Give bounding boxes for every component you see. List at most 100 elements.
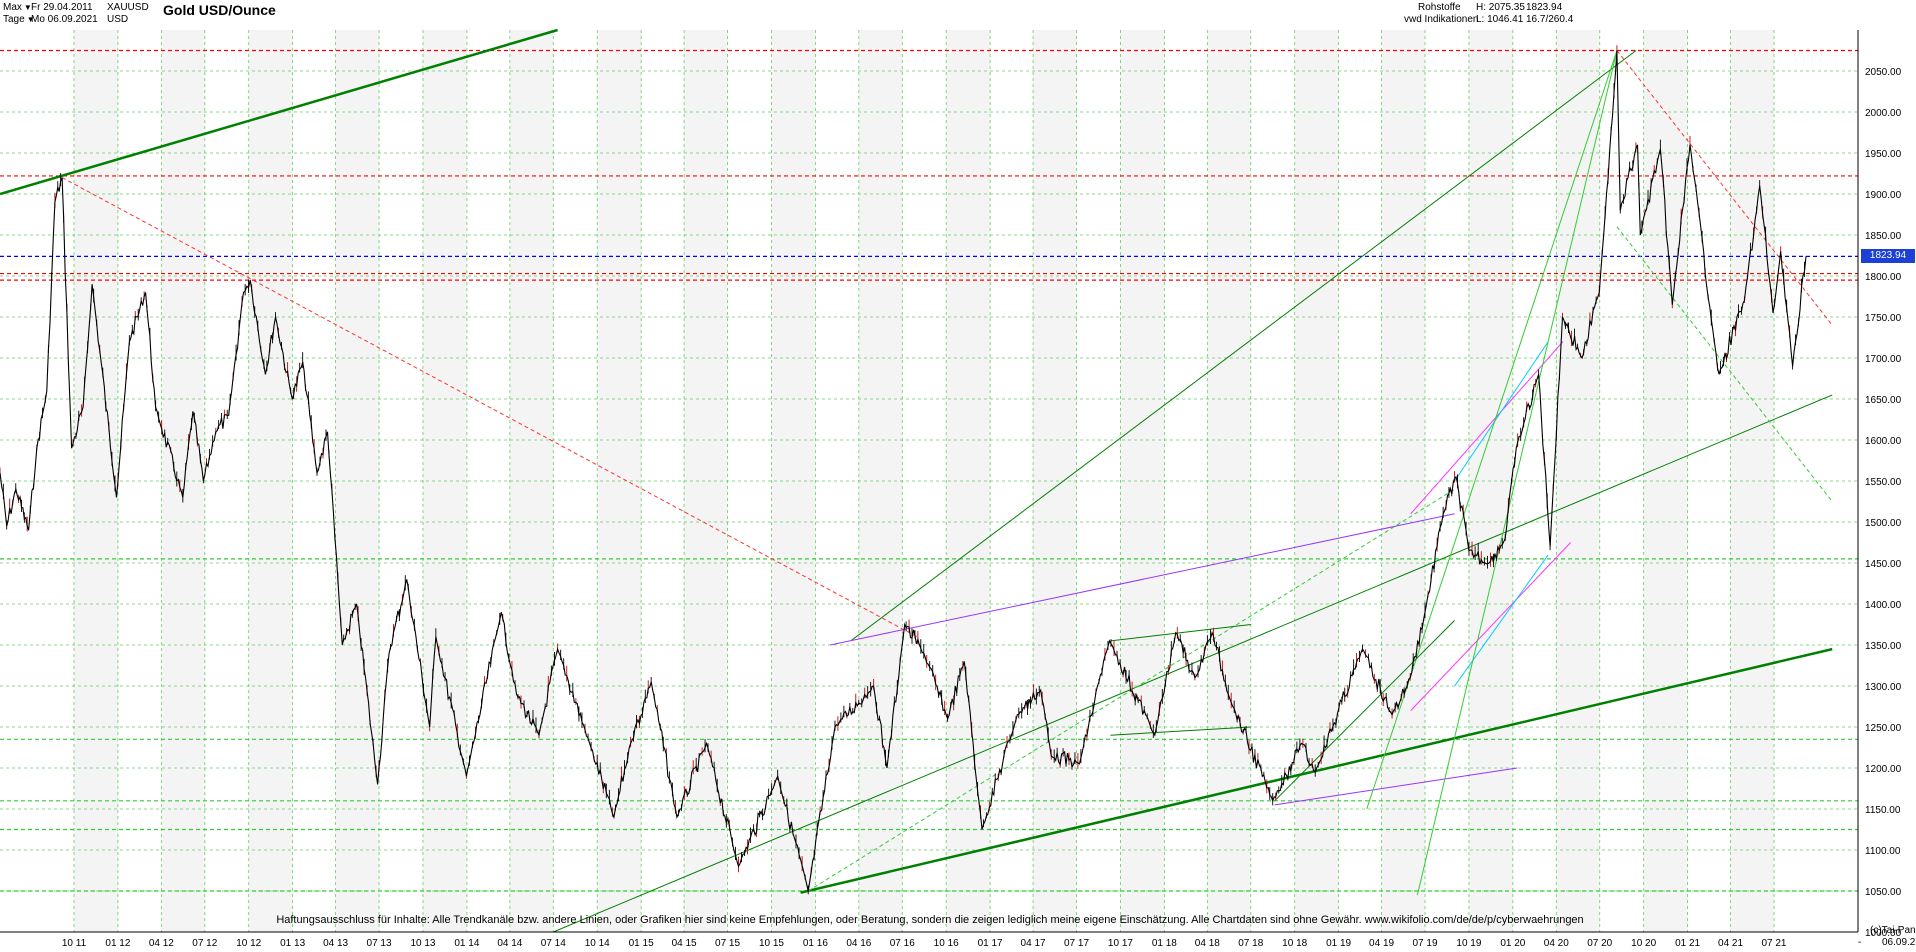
x-tick-label: 07 13 <box>367 938 392 949</box>
trendline <box>1616 50 1833 326</box>
y-tick-label: 1250.00 <box>1865 723 1902 734</box>
axis-dash: - <box>1858 937 1862 948</box>
x-tick-label: 04 17 <box>1021 938 1046 949</box>
x-tick-label: 07 21 <box>1761 938 1786 949</box>
y-tick-label: 1800.00 <box>1865 272 1902 283</box>
x-tick-label: 10 12 <box>236 938 261 949</box>
ratio-value: 16.7/260.4 <box>1526 14 1574 25</box>
to-date: Mo 06.09.2021 <box>31 14 98 25</box>
currency-label: USD <box>107 14 129 25</box>
y-tick-label: 1450.00 <box>1865 559 1902 570</box>
price-line <box>0 50 1807 892</box>
last-date-label: 06.09.21 <box>1882 937 1916 948</box>
axes: 1000.00 1050.00 1100.00 1150.00 1200.00 1250.… <box>0 30 1902 949</box>
trendline <box>1410 341 1564 515</box>
trendline <box>553 394 1833 933</box>
x-tick-label: 10 15 <box>759 938 784 949</box>
x-tick-label: 10 16 <box>934 938 959 949</box>
x-tick-label: 01 18 <box>1152 938 1177 949</box>
y-tick-label: 1700.00 <box>1865 354 1902 365</box>
chart-title: Gold USD/Ounce <box>163 2 276 18</box>
trendline <box>1616 226 1833 502</box>
trendline <box>1274 620 1455 802</box>
y-tick-label: 1650.00 <box>1865 395 1902 406</box>
trendline <box>61 177 918 638</box>
x-tick-label: 07 14 <box>541 938 566 949</box>
trendline <box>1454 554 1549 687</box>
y-tick-label: 1600.00 <box>1865 436 1902 447</box>
trendline <box>1454 341 1549 482</box>
y-tick-label: 1950.00 <box>1865 149 1902 160</box>
x-tick-label: 10 11 <box>62 938 87 949</box>
x-tick-label: 01 12 <box>105 938 130 949</box>
x-tick-label: 07 16 <box>890 938 915 949</box>
y-tick-label: 1000.00 <box>1865 928 1902 939</box>
x-tick-label: 04 16 <box>846 938 871 949</box>
low-value: L: 1046.41 <box>1476 14 1524 25</box>
price-series <box>0 45 1807 895</box>
horizontal-levels <box>0 49 1858 892</box>
y-tick-label: 1900.00 <box>1865 190 1902 201</box>
disclaimer-text: Haftungsausschluss für Inhalte: Alle Tre… <box>276 914 1584 926</box>
y-tick-label: 1100.00 <box>1865 846 1901 857</box>
x-tick-label: 07 18 <box>1238 938 1263 949</box>
x-tick-label: 10 13 <box>410 938 435 949</box>
x-tick-label: 04 19 <box>1369 938 1394 949</box>
y-tick-label: 1350.00 <box>1865 641 1902 652</box>
y-tick-label: 1850.00 <box>1865 231 1902 242</box>
trendline <box>807 488 1455 892</box>
interval-select[interactable]: Tage ▼ <box>3 14 35 25</box>
x-tick-label: 01 20 <box>1500 938 1525 949</box>
x-tick-label: 04 21 <box>1718 938 1743 949</box>
copyright-label: (c)Tai-Pan <box>1870 925 1916 936</box>
chevron-down-icon: ▼ <box>26 15 35 24</box>
symbol-label: XAUUSD <box>107 2 149 13</box>
source-label: vwd Indikationen <box>1404 14 1479 25</box>
trendline <box>800 647 1833 894</box>
x-tick-label: 10 19 <box>1456 938 1481 949</box>
x-tick-label: 04 14 <box>497 938 522 949</box>
chart-header: Max ▼ Fr 29.04.2011 Tage ▼ Mo 06.09.2021 X… <box>0 0 1916 30</box>
x-tick-label: 01 19 <box>1326 938 1351 949</box>
y-tick-label: 1300.00 <box>1865 682 1902 693</box>
x-tick-label: 07 19 <box>1413 938 1438 949</box>
x-tick-label: 07 15 <box>715 938 740 949</box>
x-tick-label: 04 13 <box>323 938 348 949</box>
y-tick-label: 1500.00 <box>1865 518 1902 529</box>
x-tick-label: 07 17 <box>1064 938 1089 949</box>
y-tick-label: 1550.00 <box>1865 477 1902 488</box>
x-tick-label: 10 18 <box>1282 938 1307 949</box>
range-select[interactable]: Max ▼ <box>3 2 32 13</box>
x-tick-label: 01 15 <box>629 938 654 949</box>
x-tick-label: 01 16 <box>803 938 828 949</box>
x-tick-label: 07 12 <box>192 938 217 949</box>
trendline <box>1110 726 1251 736</box>
y-tick-label: 2000.00 <box>1865 108 1902 119</box>
x-tick-label: 07 20 <box>1587 938 1612 949</box>
trendline <box>1110 624 1251 642</box>
trendline <box>1416 50 1618 896</box>
x-tick-label: 01 17 <box>978 938 1003 949</box>
trendline <box>1274 767 1518 806</box>
x-tick-label: 04 15 <box>672 938 697 949</box>
x-tick-label: 01 13 <box>280 938 305 949</box>
x-tick-label: 10 20 <box>1631 938 1656 949</box>
y-tick-label: 1400.00 <box>1865 600 1902 611</box>
y-tick-label: 1150.00 <box>1865 805 1901 816</box>
category-label: Rohstoffe <box>1418 2 1461 13</box>
trendline <box>0 28 558 196</box>
chevron-down-icon: ▼ <box>23 3 32 12</box>
x-tick-label: 01 21 <box>1675 938 1700 949</box>
y-tick-label: 1050.00 <box>1865 887 1902 898</box>
x-tick-label: 04 12 <box>149 938 174 949</box>
last-price-box: 1823.94 <box>1861 249 1915 264</box>
trendline <box>830 513 1455 646</box>
trendline <box>1410 542 1571 711</box>
last-value: 1823.94 <box>1526 2 1563 13</box>
high-value: H: 2075.35 <box>1476 2 1525 13</box>
x-tick-label: 10 14 <box>585 938 610 949</box>
x-tick-label: 10 17 <box>1108 938 1133 949</box>
y-tick-label: 1200.00 <box>1865 764 1902 775</box>
x-tick-label: 04 20 <box>1544 938 1569 949</box>
